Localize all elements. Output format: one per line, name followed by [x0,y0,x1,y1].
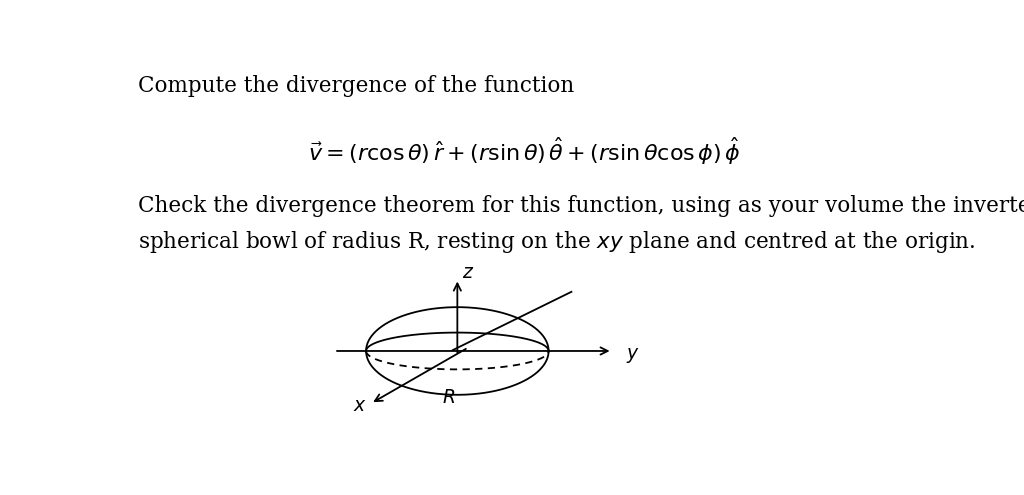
Text: $z$: $z$ [462,264,474,282]
Text: Compute the divergence of the function: Compute the divergence of the function [137,75,573,97]
Text: $x$: $x$ [353,397,367,415]
Text: Check the divergence theorem for this function, using as your volume the inverte: Check the divergence theorem for this fu… [137,195,1024,217]
Text: spherical bowl of radius R, resting on the $xy$ plane and centred at the origin.: spherical bowl of radius R, resting on t… [137,229,975,255]
Text: $\vec{v} = (r \cos \theta)\, \hat{r} + (r \sin \theta)\, \hat{\theta} + (r \sin : $\vec{v} = (r \cos \theta)\, \hat{r} + (… [308,136,741,167]
Text: $y$: $y$ [626,346,639,365]
Text: $R$: $R$ [441,390,455,407]
